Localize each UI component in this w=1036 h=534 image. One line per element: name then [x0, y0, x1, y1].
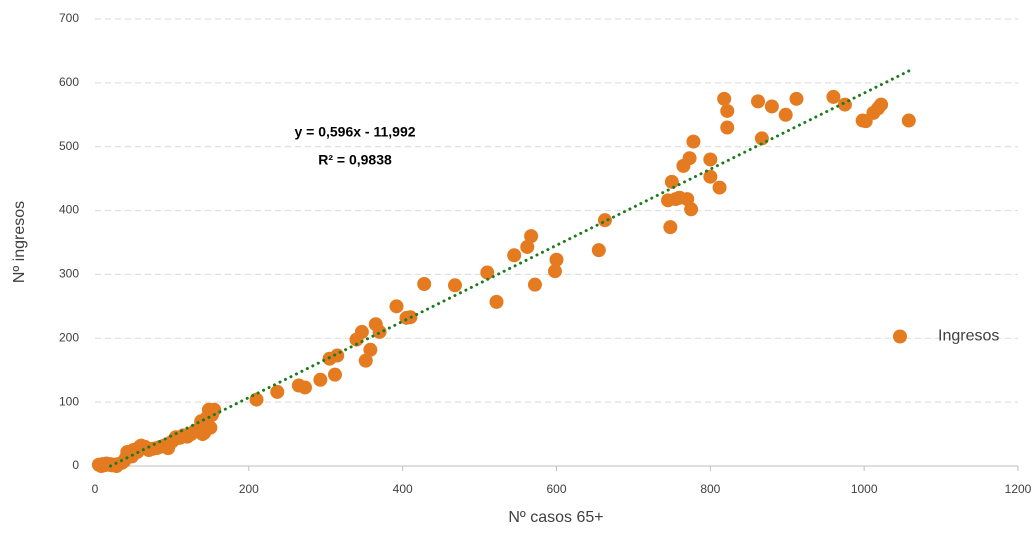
x-tick-label: 1000	[851, 482, 878, 496]
data-point	[527, 277, 542, 292]
data-point	[703, 152, 718, 167]
x-axis-title: Nº casos 65+	[508, 509, 603, 526]
data-point	[682, 151, 697, 166]
y-tick-label: 500	[59, 139, 79, 153]
data-point	[358, 353, 373, 368]
data-point	[480, 265, 495, 280]
data-point	[520, 239, 535, 254]
data-point	[447, 278, 462, 293]
data-point	[764, 99, 779, 114]
data-point	[270, 384, 285, 399]
x-tick-label: 600	[546, 482, 566, 496]
data-point	[684, 202, 699, 217]
data-point	[591, 243, 606, 258]
x-tick-label: 200	[239, 482, 259, 496]
data-point	[507, 248, 522, 263]
data-point	[703, 169, 718, 184]
y-tick-label: 700	[59, 11, 79, 25]
y-tick-label: 600	[59, 75, 79, 89]
data-point	[826, 89, 841, 104]
x-tick-label: 0	[92, 482, 99, 496]
y-axis-title: Nº ingresos	[11, 201, 28, 283]
data-point	[330, 348, 345, 363]
y-tick-label: 100	[59, 394, 79, 408]
data-point	[686, 134, 701, 149]
x-tick-label: 800	[700, 482, 720, 496]
data-point	[327, 367, 342, 382]
x-tick-label: 400	[393, 482, 413, 496]
data-point	[720, 103, 735, 118]
legend-marker	[893, 329, 907, 344]
trendline	[108, 69, 911, 468]
data-point	[549, 252, 564, 267]
y-tick-label: 0	[72, 458, 79, 472]
data-point	[751, 94, 766, 109]
data-point	[207, 402, 222, 417]
data-point	[417, 277, 432, 292]
y-tick-label: 300	[59, 267, 79, 281]
data-point	[489, 294, 504, 309]
y-tick-label: 400	[59, 203, 79, 217]
data-point	[524, 229, 539, 244]
data-point	[664, 174, 679, 189]
trendline-r2: R² = 0,9838	[318, 152, 392, 168]
data-point	[778, 107, 793, 122]
data-point	[720, 120, 735, 135]
data-point	[712, 180, 727, 195]
y-tick-label: 200	[59, 330, 79, 344]
data-point	[372, 324, 387, 339]
data-point	[901, 113, 916, 128]
data-point	[363, 342, 378, 357]
x-tick-label: 1200	[1005, 482, 1032, 496]
data-point	[597, 213, 612, 228]
data-point	[313, 372, 328, 387]
data-point	[874, 97, 889, 112]
data-point	[789, 91, 804, 106]
trendline-equation: y = 0,596x - 11,992	[294, 124, 415, 140]
data-point	[203, 420, 218, 435]
data-point	[547, 264, 562, 279]
data-point	[663, 220, 678, 235]
data-point	[837, 97, 852, 112]
data-point	[354, 324, 369, 339]
data-point	[717, 91, 732, 106]
legend-label: Ingresos	[938, 328, 999, 345]
data-point	[297, 380, 312, 395]
data-point	[389, 299, 404, 314]
